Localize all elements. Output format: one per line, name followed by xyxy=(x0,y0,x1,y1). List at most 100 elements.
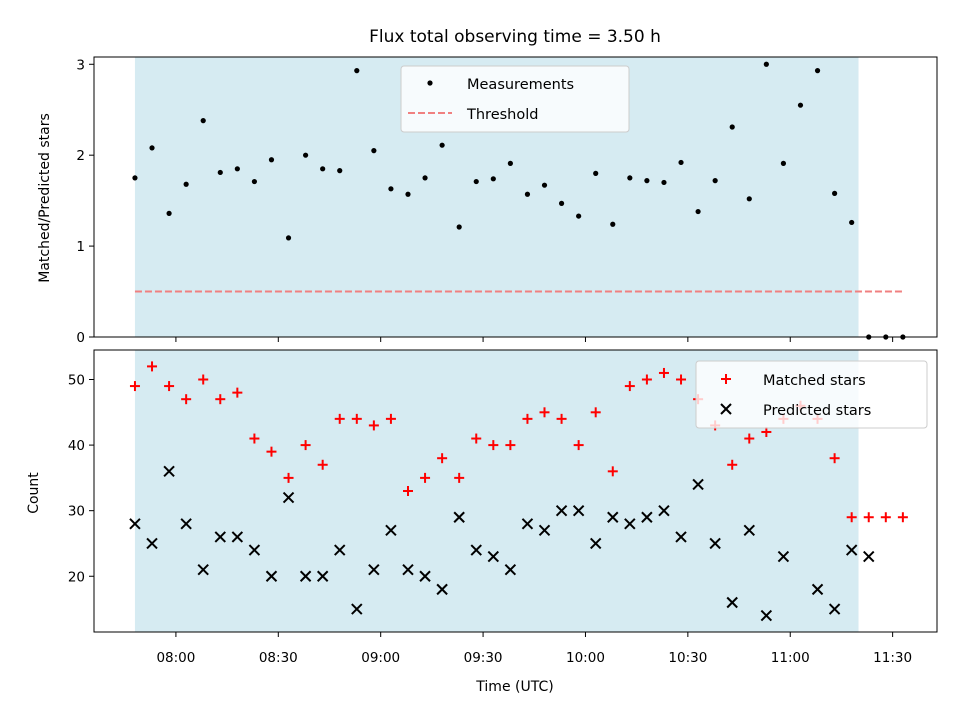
bottom-legend: Matched stars Predicted stars xyxy=(695,360,928,429)
measurement-point xyxy=(849,219,855,226)
legend-matched-label: Matched stars xyxy=(763,373,866,389)
predicted-star-point-b xyxy=(726,596,738,609)
predicted-star-point-b xyxy=(214,531,226,543)
measurement-point xyxy=(337,168,343,174)
measurement-point xyxy=(285,235,292,241)
measurement-point xyxy=(217,169,223,176)
predicted-star-point xyxy=(351,603,363,615)
measurement-point xyxy=(524,191,531,197)
predicted-star-point xyxy=(726,596,738,609)
measurement-point xyxy=(832,190,838,196)
x-tick-label: 08:00 xyxy=(156,650,195,666)
matched-star-point xyxy=(556,413,567,424)
measurement-point xyxy=(644,178,650,184)
matched-star-point xyxy=(198,374,209,385)
measurement-point xyxy=(576,213,582,219)
matched-star-point xyxy=(471,433,482,444)
predicted-star-point-b xyxy=(248,544,261,556)
legend-predicted-marker xyxy=(720,403,732,415)
predicted-star-point xyxy=(607,511,619,523)
chart-title: Flux total observing time = 3.50 h xyxy=(369,27,661,47)
measurement-point xyxy=(303,152,309,158)
legend-matched-marker xyxy=(721,374,731,384)
predicted-star-point-b xyxy=(265,570,278,582)
predicted-star-point xyxy=(265,570,278,582)
measurement-point xyxy=(780,160,787,166)
predicted-star-point-b xyxy=(760,609,773,622)
predicted-star-point-b xyxy=(334,544,346,556)
measurement-point xyxy=(405,191,411,197)
predicted-star-point xyxy=(777,550,790,563)
measurement-point xyxy=(678,159,684,166)
predicted-star-point xyxy=(504,563,517,576)
predicted-star-point-b xyxy=(231,531,244,543)
predicted-star-point xyxy=(436,583,448,596)
predicted-star-point xyxy=(521,518,534,530)
predicted-star-point-b xyxy=(641,511,653,523)
top-y-tick-label: 0 xyxy=(76,330,85,346)
predicted-star-point xyxy=(282,491,295,504)
predicted-star-point-b xyxy=(351,603,363,615)
predicted-star-point xyxy=(589,537,602,550)
matched-star-point xyxy=(215,394,226,405)
matched-star-point xyxy=(488,440,499,451)
predicted-star-point xyxy=(675,531,687,543)
matched-star-point xyxy=(181,394,192,405)
matched-star-point xyxy=(590,407,601,418)
measurement-point xyxy=(814,68,821,74)
measurement-point xyxy=(200,118,206,124)
top-y-axis-label: Matched/Predicted stars xyxy=(37,113,53,283)
measurement-point xyxy=(712,178,718,184)
measurement-point xyxy=(149,145,155,151)
predicted-star-point xyxy=(828,603,841,615)
predicted-star-point xyxy=(863,550,875,563)
predicted-star-point xyxy=(299,570,312,582)
predicted-star-point xyxy=(214,531,226,543)
matched-star-point xyxy=(283,472,294,483)
bottom-axes-frame xyxy=(93,349,938,633)
measurement-point xyxy=(661,179,667,186)
matched-star-point xyxy=(147,361,158,372)
measurement-point xyxy=(388,186,394,192)
legend-predicted-marker-b xyxy=(720,403,732,415)
matched-star-point xyxy=(573,440,584,451)
predicted-star-point xyxy=(163,465,175,478)
top-legend-box xyxy=(400,65,630,133)
predicted-star-point-b xyxy=(402,563,414,576)
predicted-star-point-b xyxy=(368,563,380,576)
top-legend: Measurements Threshold xyxy=(400,65,630,133)
predicted-star-point-b xyxy=(555,504,568,517)
predicted-star-point-b xyxy=(777,550,790,563)
matched-star-point xyxy=(420,472,431,483)
measurement-point xyxy=(456,224,462,230)
predicted-star-point xyxy=(555,504,568,517)
matched-star-point xyxy=(164,381,175,392)
predicted-star-point xyxy=(334,544,346,556)
predicted-star-point-b xyxy=(538,524,551,537)
predicted-star-point-b xyxy=(504,563,517,576)
predicted-star-point-b xyxy=(709,537,721,550)
x-tick-label: 11:00 xyxy=(771,650,810,666)
predicted-star-point xyxy=(624,518,636,530)
matched-star-point xyxy=(368,420,379,431)
top-y-tick-label: 2 xyxy=(76,148,85,164)
bottom-y-tick-label: 30 xyxy=(68,504,85,520)
measurement-point xyxy=(354,68,360,74)
predicted-star-point-b xyxy=(863,550,875,563)
x-tick-label: 09:00 xyxy=(361,650,400,666)
matched-star-point xyxy=(846,512,857,523)
measurement-point xyxy=(746,196,752,202)
predicted-star-point-b xyxy=(419,570,431,582)
matched-star-point xyxy=(829,453,840,464)
predicted-star-point-b xyxy=(658,504,670,517)
matched-star-point xyxy=(232,387,243,398)
predicted-star-point-b xyxy=(607,511,619,523)
measurement-point xyxy=(183,181,189,187)
matched-star-point xyxy=(522,413,533,424)
measurement-point xyxy=(251,178,258,185)
measurement-point xyxy=(234,166,240,172)
predicted-star-point-b xyxy=(828,603,841,615)
predicted-star-point xyxy=(811,583,824,596)
predicted-star-point-b xyxy=(624,518,636,530)
